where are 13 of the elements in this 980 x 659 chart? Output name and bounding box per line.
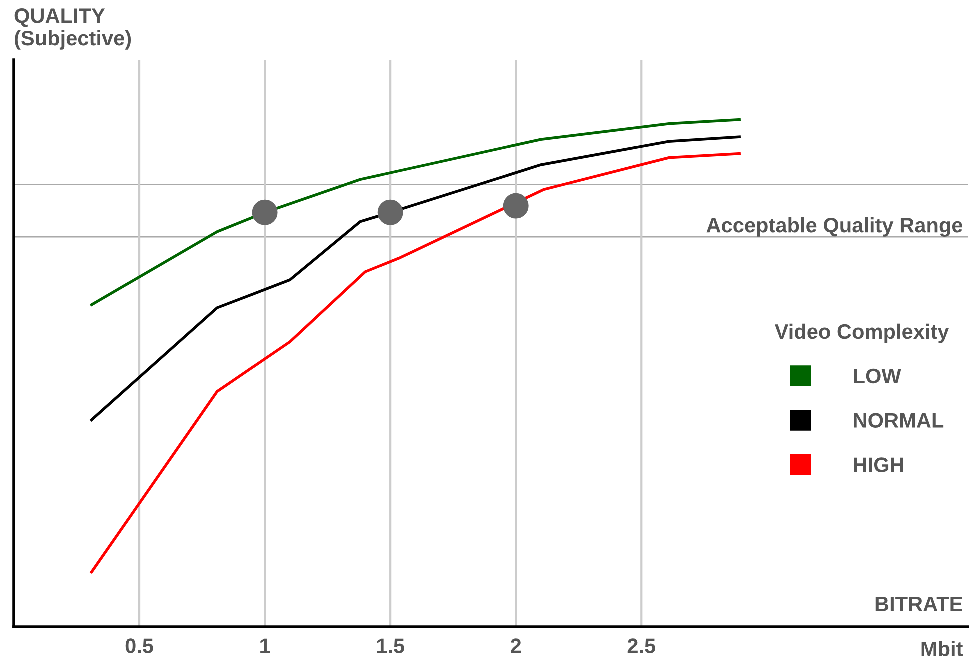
legend-label: LOW <box>854 368 902 384</box>
legend-title: Video Complexity <box>774 324 950 344</box>
x-tick-label: 2.5 <box>628 638 656 654</box>
x-axis-title: BITRATE <box>876 597 962 612</box>
text: Mbit <box>922 641 963 656</box>
x-tick-label: 0.5 <box>126 638 154 654</box>
y-axis-title: QUALITY (Subjective) <box>14 8 132 50</box>
legend-label: NORMAL <box>854 413 944 428</box>
x-tick-label: 2 <box>511 638 522 654</box>
legend-label: HIGH <box>854 458 904 472</box>
ref-line-label: Acceptable Quality Range <box>706 217 963 237</box>
x-tick-label: 1 <box>260 638 270 654</box>
x-tick-label: 1.5 <box>377 638 404 654</box>
